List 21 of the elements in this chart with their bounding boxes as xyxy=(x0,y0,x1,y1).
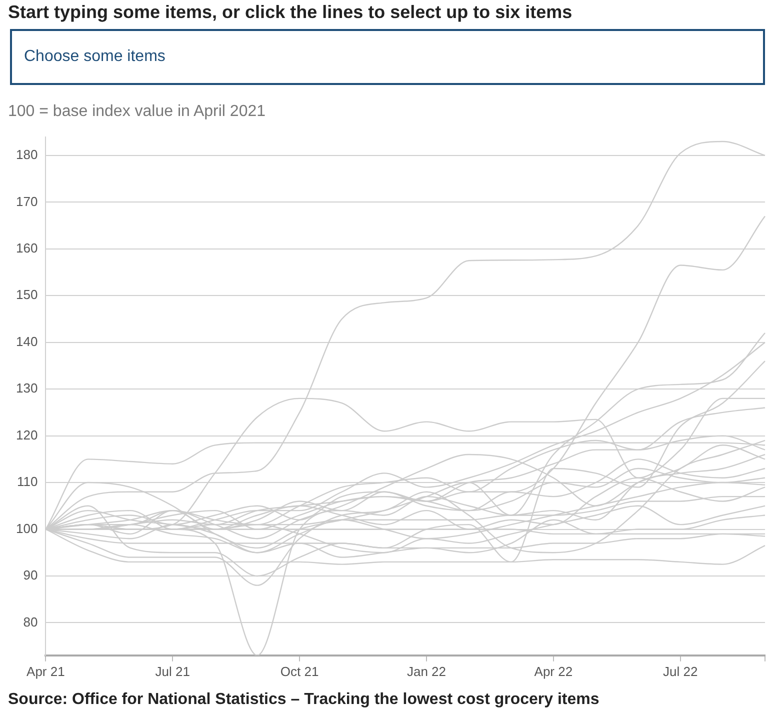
y-tick-label: 120 xyxy=(16,427,38,442)
y-tick-label: 90 xyxy=(23,568,38,583)
x-tick-label: Apr 21 xyxy=(26,664,65,679)
x-tick-label: Jul 22 xyxy=(663,664,698,679)
y-tick-label: 100 xyxy=(16,520,38,536)
text-field: Choose some items xyxy=(10,29,765,85)
y-tick-label: 150 xyxy=(16,287,38,302)
x-tick-label: Apr 22 xyxy=(534,664,573,679)
y-tick-label: 80 xyxy=(23,614,38,630)
source-note: Source: Office for National Statistics – Tracking the lowest cost grocery items xyxy=(8,691,600,709)
x-tick-label: Jan 22 xyxy=(406,664,446,679)
y-tick-label: 160 xyxy=(16,240,38,256)
chart-title: Start typing some items, or click the lines to select up to six items xyxy=(8,2,574,23)
y-tick-label: 170 xyxy=(16,194,38,209)
x-tick-label: Oct 21 xyxy=(280,664,319,679)
x-tick-label: Jul 21 xyxy=(155,664,190,679)
y-tick-label: 180 xyxy=(16,147,38,162)
y-tick-label: 130 xyxy=(16,380,38,396)
y-tick-label: 140 xyxy=(16,334,38,349)
y-axis-title: 100 = base index value in April 2021 xyxy=(8,103,267,121)
y-tick-label: 110 xyxy=(16,474,38,490)
